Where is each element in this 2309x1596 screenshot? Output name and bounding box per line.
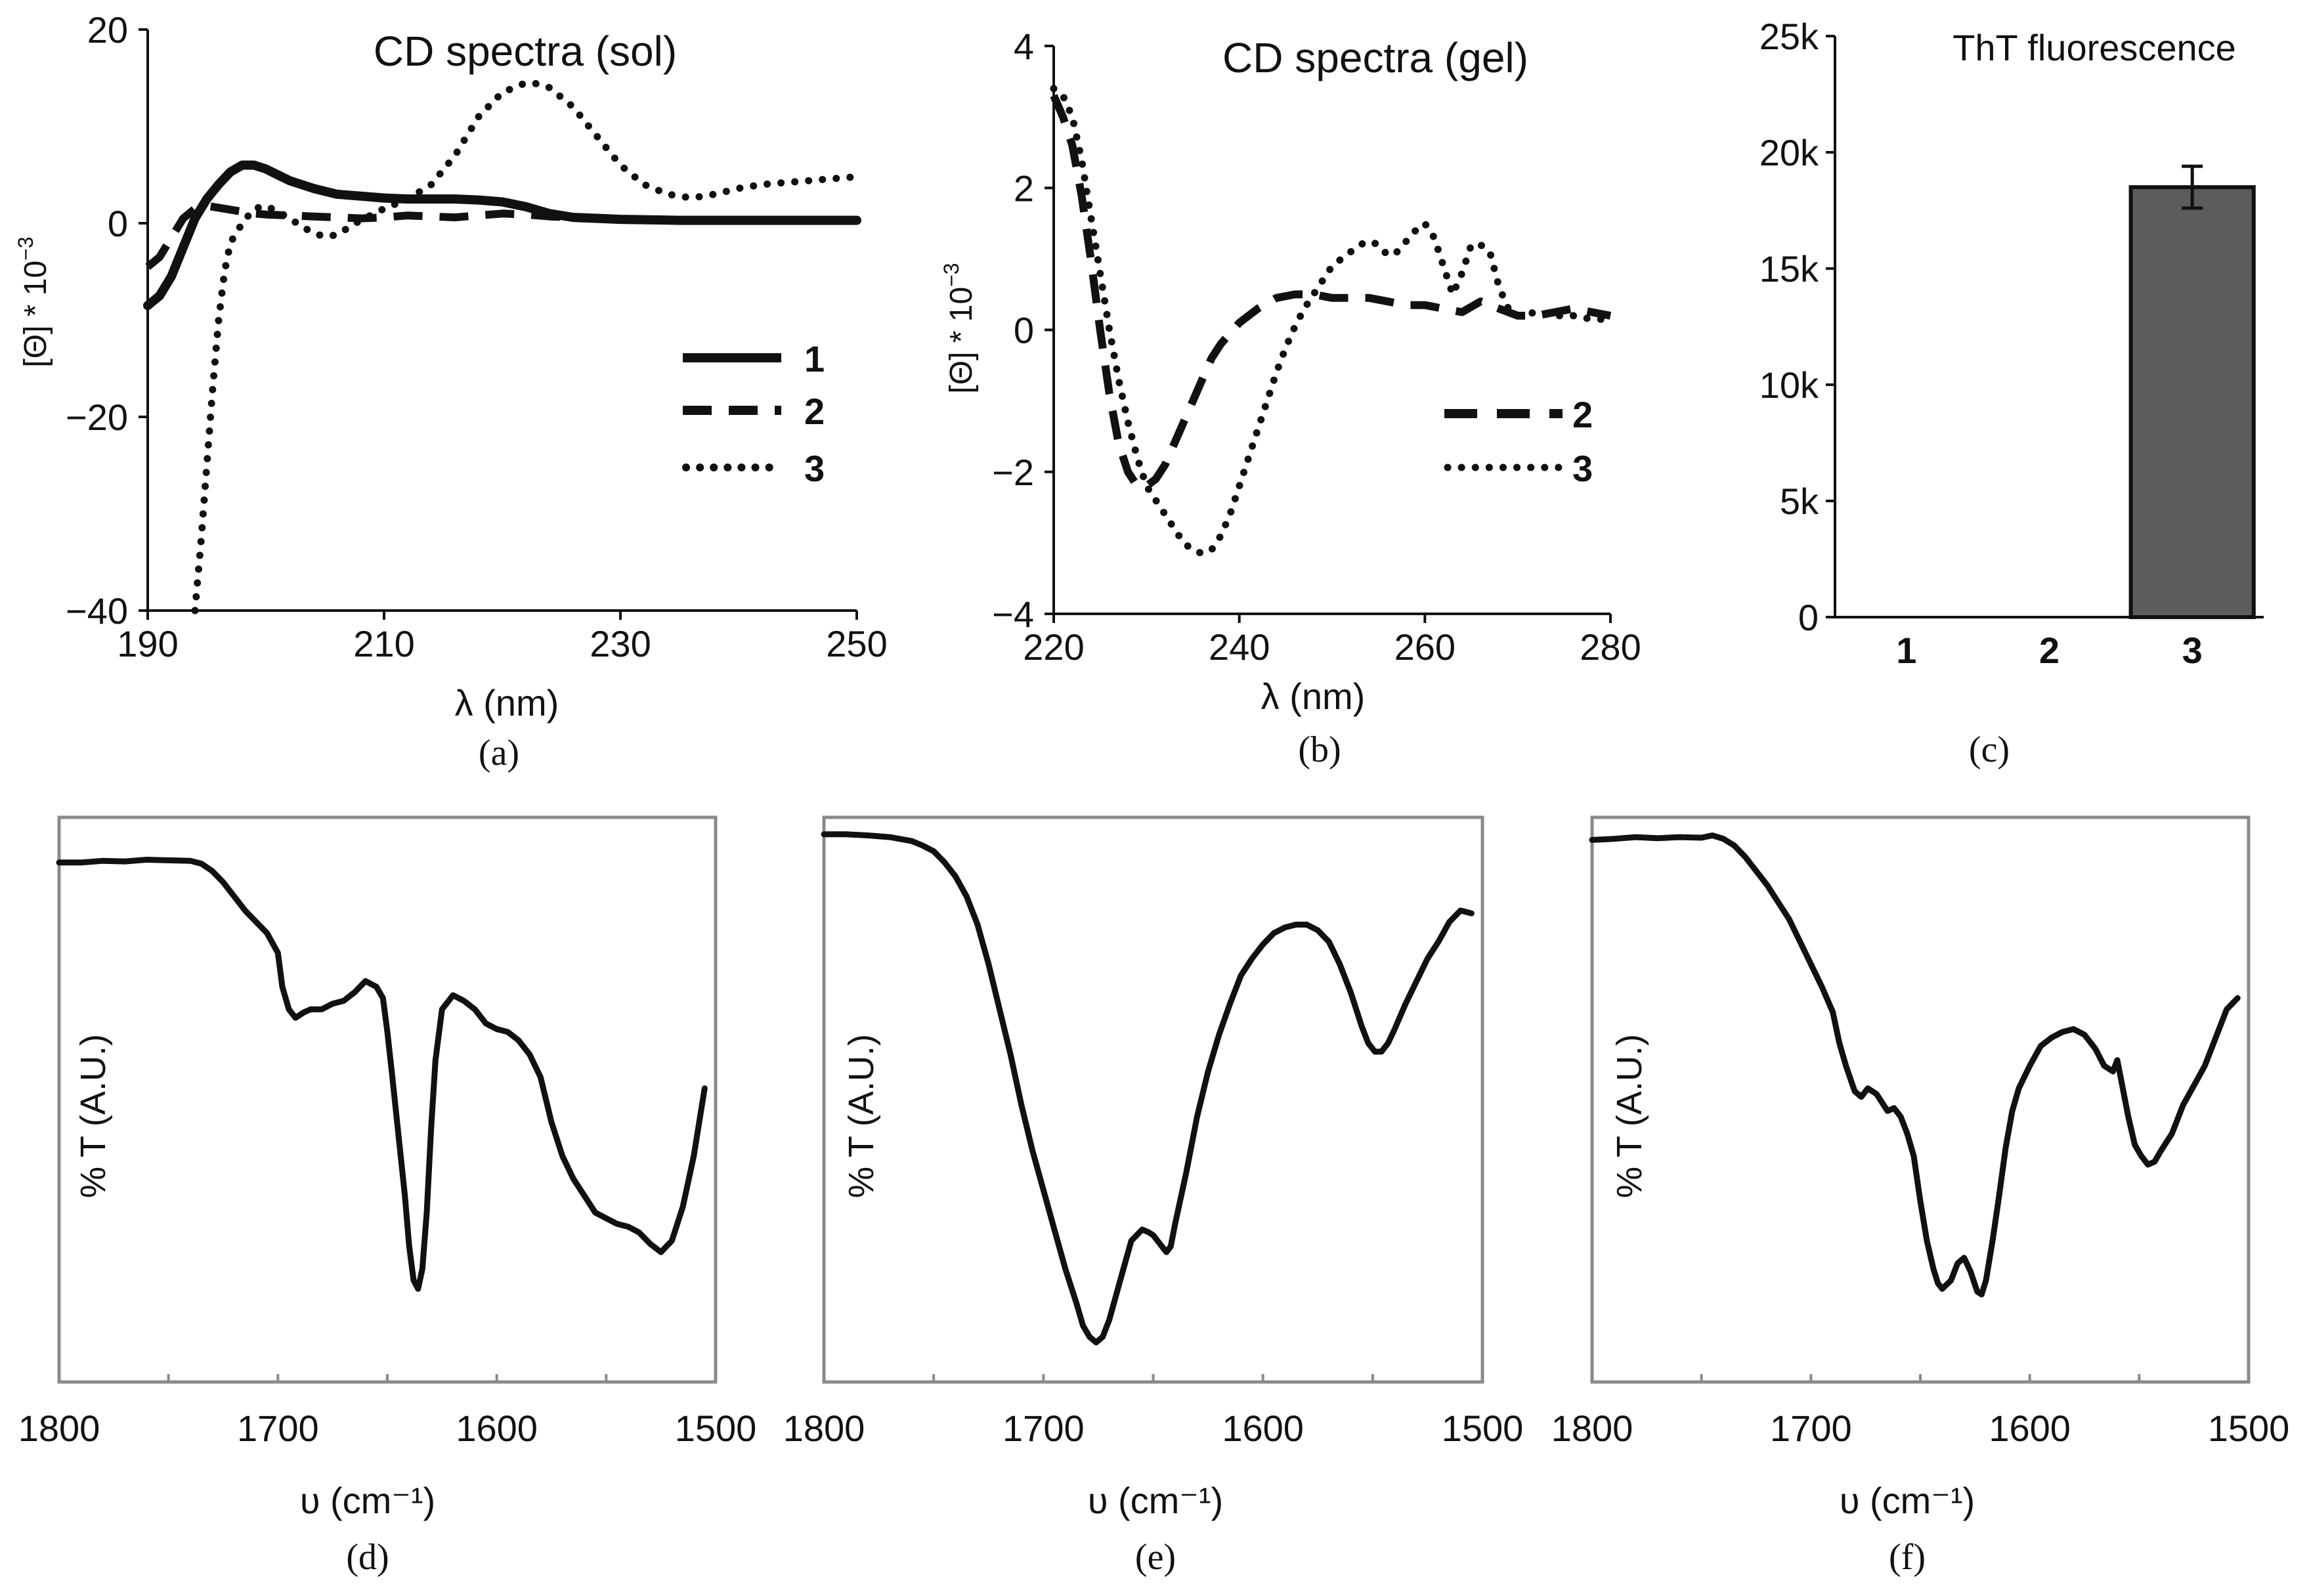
panel-a-ylabel: [Θ] * 10−3 — [14, 236, 53, 367]
panel-b-series-3-line — [1050, 85, 1614, 557]
panel-e-spectrum-line — [821, 831, 1475, 1346]
category-label-3: 3 — [2182, 630, 2203, 671]
panel-a-caption: (a) — [479, 733, 519, 773]
panel-b-ytick-label: 4 — [1014, 26, 1034, 67]
panel-d-series — [56, 857, 708, 1292]
panel-c-ytick-label: 15k — [1759, 248, 1819, 290]
panel-b-caption: (b) — [1298, 729, 1341, 770]
legend-b-label-3: 3 — [1572, 448, 1593, 489]
panel-d-caption: (d) — [346, 1537, 389, 1578]
panel-f-axes: 1800 1700 1600 1500 — [1551, 815, 2290, 1449]
panel-b-ytick-label: 0 — [1014, 310, 1034, 351]
panel-d-ylabel: % T (A.U.) — [74, 1034, 113, 1198]
panel-a-title: CD spectra (sol) — [374, 28, 677, 75]
panel-d-xtick-label: 1700 — [237, 1408, 319, 1449]
panel-b-ytick-label: 2 — [1014, 167, 1034, 209]
panel-b-ylabel-main: [Θ] * 10 — [944, 287, 979, 394]
panel-c-ytick-label: 5k — [1780, 481, 1819, 522]
panel-c-ytick-label: 20k — [1759, 132, 1819, 173]
panel-f-xtick-label: 1800 — [1551, 1408, 1633, 1449]
panel-e-caption: (e) — [1135, 1537, 1176, 1578]
panel-b-series-2-line — [1050, 94, 1612, 490]
panel-b-xtick-label: 280 — [1580, 626, 1641, 668]
panel-e: 1800 1700 1600 1500 υ (cm⁻¹) % T (A.U.) (e) — [783, 815, 1524, 1578]
panel-e-xtick-label: 1600 — [1222, 1408, 1304, 1449]
panel-e-xtick-label: 1800 — [783, 1408, 865, 1449]
panel-b-series — [1050, 85, 1614, 557]
legend-a-label-1: 1 — [804, 338, 825, 379]
panel-f-spectrum-line — [1589, 832, 2241, 1298]
panel-a-xtick-label: 250 — [826, 623, 887, 664]
panel-a-ylabel-exp: −3 — [14, 236, 37, 260]
panel-b-ylabel-exp: −3 — [939, 263, 963, 286]
legend-a-label-2: 2 — [804, 391, 825, 432]
panel-c-title: ThT fluorescence — [1953, 27, 2236, 68]
panel-a-ytick-label: −40 — [66, 590, 128, 632]
panel-f-xtick-label: 1700 — [1770, 1408, 1852, 1449]
panel-c-bars: 1 2 3 — [1896, 164, 2256, 671]
panel-a-legend: 1 2 3 — [682, 338, 825, 489]
panel-b-ylabel: [Θ] * 10−3 — [939, 263, 979, 393]
panel-b-ytick-label: −2 — [992, 452, 1034, 493]
panel-b-xlabel: λ (nm) — [1261, 676, 1366, 717]
panel-e-xlabel: υ (cm⁻¹) — [1088, 1480, 1223, 1521]
panel-f-ylabel: % T (A.U.) — [1610, 1034, 1649, 1198]
bar-3 — [2128, 185, 2256, 620]
panel-a-series — [143, 79, 861, 615]
panel-a-ylabel-main: [Θ] * 10 — [18, 261, 53, 368]
panel-d-xtick-label: 1500 — [675, 1408, 757, 1449]
panel-a-series-2-line — [145, 202, 621, 270]
panel-a-ytick-label: 0 — [108, 203, 128, 244]
panel-e-xtick-label: 1700 — [1003, 1408, 1085, 1449]
panel-b-xtick-label: 260 — [1394, 626, 1456, 668]
panel-f-caption: (f) — [1889, 1537, 1926, 1578]
panel-d-spectrum-line — [56, 857, 708, 1292]
panel-d-xtick-label: 1800 — [18, 1408, 100, 1449]
panel-e-axes: 1800 1700 1600 1500 — [783, 815, 1524, 1449]
panel-d-xtick-label: 1600 — [456, 1408, 538, 1449]
panel-c: 0 5k 10k 15k 20k 25k 1 2 3 ThT fluorescence (c) — [1759, 16, 2264, 770]
panel-e-xtick-label: 1500 — [1442, 1408, 1524, 1449]
panel-a: −40 −20 0 20 190 210 230 250 CD spectra (sol) λ… — [14, 9, 888, 773]
panel-c-ytick-label: 0 — [1798, 597, 1819, 638]
panel-f-xtick-label: 1500 — [2208, 1408, 2290, 1449]
panel-a-ytick-label: 20 — [87, 9, 128, 51]
panel-e-ylabel: % T (A.U.) — [842, 1034, 881, 1198]
category-label-2: 2 — [2039, 630, 2060, 671]
panel-a-ytick-label: −20 — [66, 397, 128, 438]
panel-a-xtick-label: 190 — [117, 623, 178, 664]
panel-a-xtick-label: 230 — [590, 623, 651, 664]
panel-c-caption: (c) — [1969, 729, 2010, 770]
panel-a-series-3-line — [191, 79, 861, 615]
panel-a-xtick-label: 210 — [353, 623, 414, 664]
panel-f-xlabel: υ (cm⁻¹) — [1840, 1480, 1975, 1521]
panel-e-series — [821, 831, 1475, 1346]
panel-b-xtick-label: 240 — [1209, 626, 1270, 668]
panel-a-xlabel: λ (nm) — [455, 682, 559, 723]
panel-b: −4 −2 0 2 4 220 240 260 280 CD spectra (gel) λ (… — [939, 26, 1641, 770]
panel-c-ytick-label: 25k — [1759, 16, 1819, 57]
panel-b-title: CD spectra (gel) — [1222, 34, 1528, 81]
panel-f: 1800 1700 1600 1500 υ (cm⁻¹) % T (A.U.) (f) — [1551, 815, 2290, 1578]
panel-d: 1800 1700 1600 1500 υ (cm⁻¹) % T (A.U.) (d) — [18, 815, 757, 1578]
category-label-1: 1 — [1896, 630, 1916, 671]
panel-c-ytick-label: 10k — [1759, 364, 1819, 406]
legend-a-label-3: 3 — [804, 448, 825, 489]
panel-d-axes: 1800 1700 1600 1500 — [18, 815, 757, 1449]
panel-a-axes: −40 −20 0 20 190 210 230 250 — [66, 9, 888, 664]
panel-b-legend: 2 3 — [1444, 394, 1593, 489]
panel-f-xtick-label: 1600 — [1989, 1408, 2071, 1449]
panel-b-ytick-label: −4 — [992, 593, 1034, 635]
panel-c-axes: 0 5k 10k 15k 20k 25k — [1759, 16, 2264, 638]
panel-b-xtick-label: 220 — [1023, 626, 1084, 668]
panel-d-xlabel: υ (cm⁻¹) — [300, 1480, 435, 1521]
panel-b-axes: −4 −2 0 2 4 220 240 260 280 — [992, 26, 1641, 668]
panel-f-series — [1589, 832, 2241, 1298]
legend-b-label-2: 2 — [1572, 394, 1593, 435]
